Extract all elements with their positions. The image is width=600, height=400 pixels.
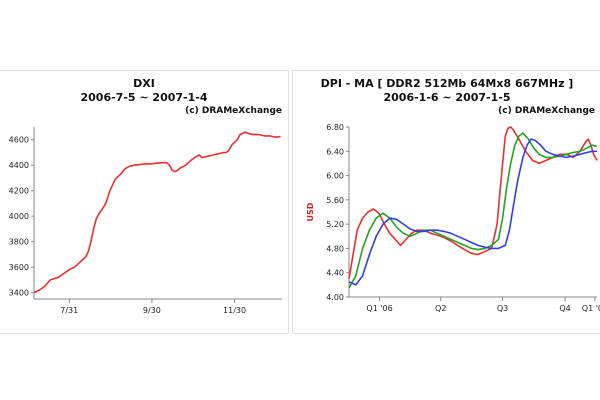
y-tick-label: 4400 [9, 161, 29, 170]
x-tick-label: Q1 '06 [366, 304, 392, 313]
y-tick-label: 4.40 [326, 269, 344, 278]
chart-title: DPI - MA [ DDR2 512Mb 64Mx8 667MHz ] [320, 77, 574, 90]
series-line-1 [33, 131, 281, 294]
y-tick-label: 3800 [9, 238, 29, 247]
y-tick-label: 6.80 [326, 123, 344, 132]
x-tick-label: 11/30 [223, 306, 246, 315]
y-tick-label: 4200 [9, 187, 29, 196]
y-tick-label: 4600 [9, 136, 29, 145]
chart-copyright: (c) DRAMeXchange [498, 106, 595, 116]
chart-subtitle: 2006-7-5 ~ 2007-1-4 [80, 91, 208, 104]
series-line-2 [348, 132, 598, 289]
y-tick-label: 5.20 [326, 220, 344, 229]
y-tick-label: 6.00 [326, 172, 344, 181]
x-tick-label: 9/30 [143, 306, 161, 315]
chart-title: DXI [133, 77, 155, 90]
x-tick-label: Q2 [435, 304, 446, 313]
y-tick-label: 4.00 [326, 293, 344, 302]
chart-subtitle: 2006-1-6 ~ 2007-1-5 [383, 91, 511, 104]
x-tick-label: Q1 '07 [582, 304, 600, 313]
dpi-ma-line-chart: 4.00 4.40 4.80 5.20 5.60 6.00 6.40 6.80 Q1 '06 Q2… [306, 123, 600, 313]
y-tick-label: 5.60 [326, 196, 344, 205]
dxi-line-chart: 3400 3600 3800 4000 4200 4400 4600 7/31 9/30 11/3… [9, 127, 282, 315]
y-axis-label: USD [306, 202, 315, 221]
y-tick-label: 6.40 [326, 147, 344, 156]
series-line-1 [348, 126, 598, 279]
x-tick-label: 7/31 [60, 306, 78, 315]
y-tick-label: 3400 [9, 289, 29, 298]
chart-panel-dpi-ma: DPI - MA [ DDR2 512Mb 64Mx8 667MHz ] 200… [292, 70, 600, 334]
series-line-3 [348, 138, 597, 286]
chart-panel-dxi: DXI 2006-7-5 ~ 2007-1-4 (c) DRAMeXchange… [0, 70, 289, 334]
y-tick-label: 3600 [9, 263, 29, 272]
y-tick-label: 4.80 [326, 244, 344, 253]
y-tick-label: 4000 [9, 212, 29, 221]
chart-copyright: (c) DRAMeXchange [185, 106, 282, 116]
x-tick-label: Q4 [559, 304, 570, 313]
x-tick-label: Q3 [497, 304, 508, 313]
